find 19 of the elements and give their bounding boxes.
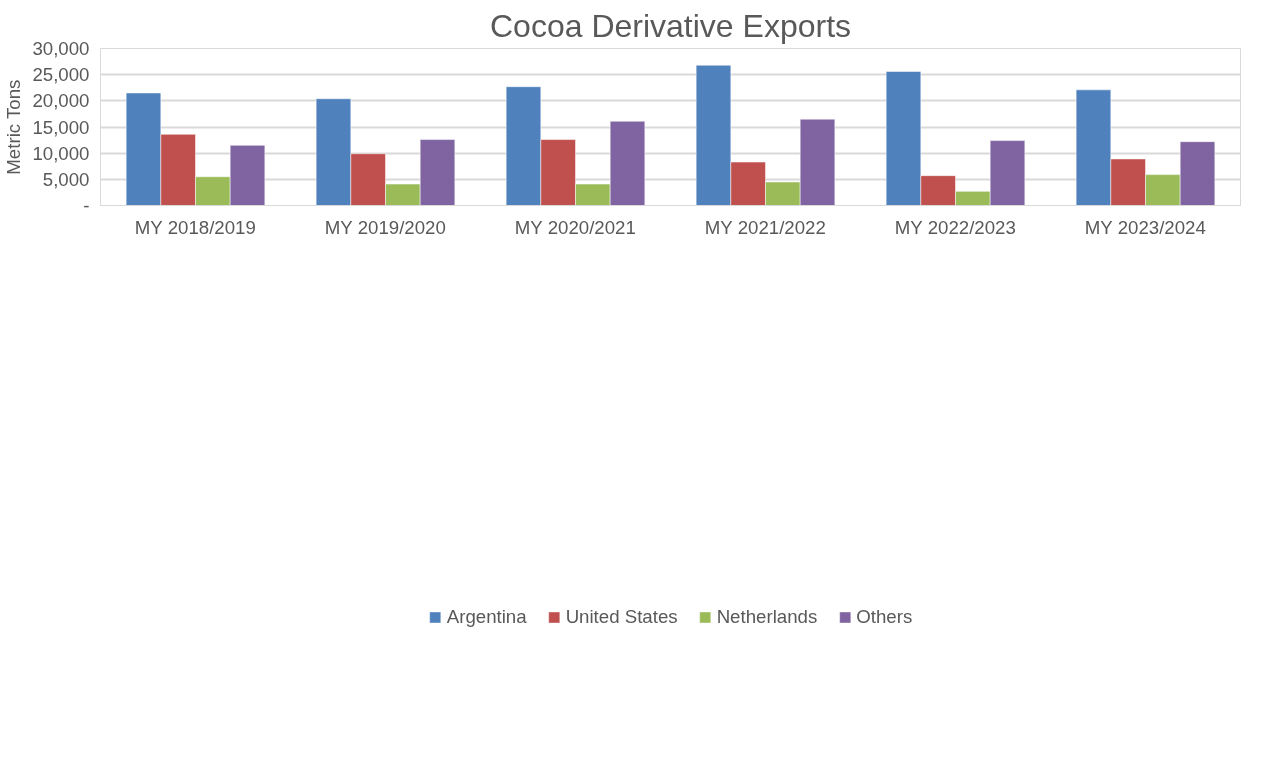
x-tick-label: MY 2020/2021	[514, 216, 636, 238]
y-tick-label: 5,000	[42, 168, 90, 190]
x-tick-label: MY 2018/2019	[134, 216, 256, 238]
y-tick-label: 10,000	[32, 142, 90, 164]
legend-label: Others	[856, 606, 913, 628]
y-tick-label: -	[83, 195, 90, 216]
y-tick-label: 15,000	[32, 116, 90, 138]
y-tick-label: 20,000	[32, 90, 90, 112]
x-tick-label: MY 2019/2020	[324, 216, 446, 238]
y-tick-label: 30,000	[32, 38, 90, 59]
legend-label: United States	[565, 606, 678, 628]
legend-label: Netherlands	[716, 606, 818, 628]
x-tick-label: MY 2023/2024	[1084, 216, 1206, 238]
x-tick-label: MY 2021/2022	[704, 216, 826, 238]
legend-label: Argentina	[446, 606, 527, 628]
chart-title: Cocoa Derivative Exports	[489, 7, 852, 44]
x-tick-label: MY 2022/2023	[894, 216, 1016, 238]
y-axis-title: Metric Tons	[3, 79, 25, 175]
y-tick-label: 25,000	[32, 64, 90, 86]
